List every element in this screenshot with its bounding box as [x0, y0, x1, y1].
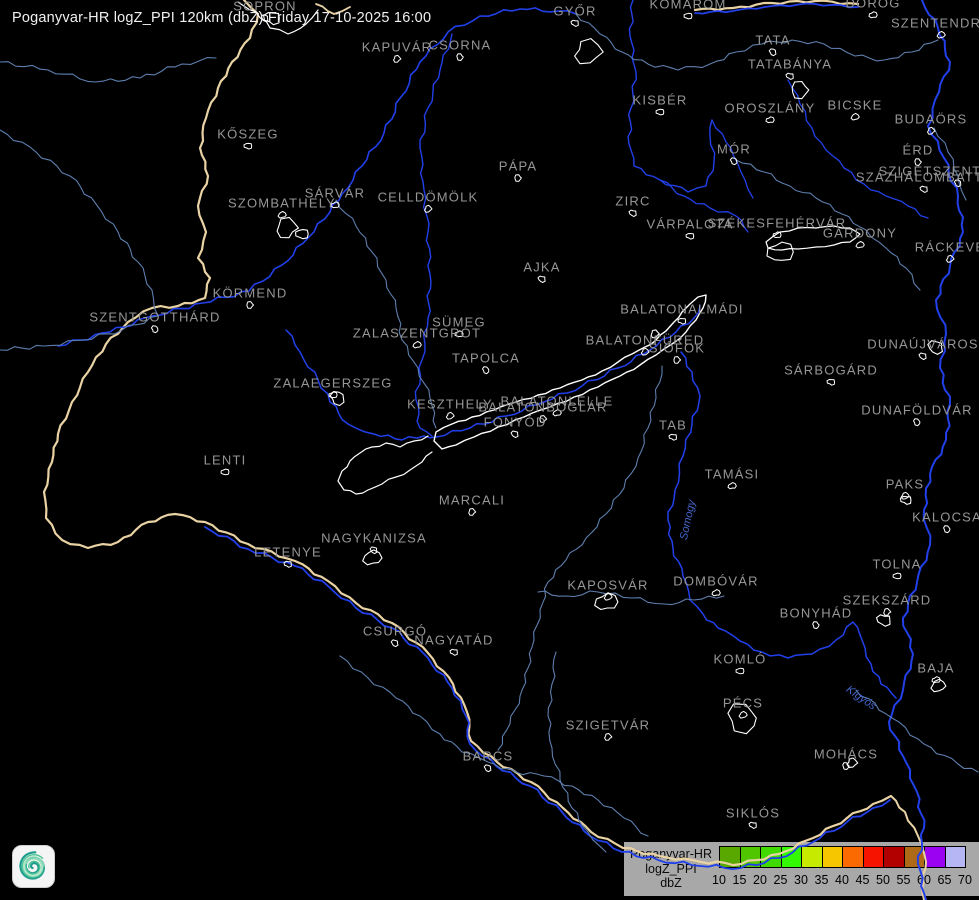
city-label: LENTI [203, 452, 247, 468]
city-label: OROSZLÁNY [724, 100, 816, 116]
city-label: TAPOLCA [451, 350, 521, 366]
city-label: SÜMEG [432, 314, 486, 330]
city-label: MÓR [717, 141, 751, 157]
city-label: DUNAÚJVÁROS [867, 336, 979, 352]
city-label: SZIGETVÁR [565, 717, 651, 733]
city-label: SZÁZHALOMBATTA [855, 169, 979, 185]
color-scale-value: 35 [814, 873, 829, 887]
city-label: KOMÁROM [649, 0, 727, 12]
app-logo[interactable] [12, 845, 55, 888]
city-label: FONYÓD [483, 414, 547, 430]
color-scale-value: 25 [773, 873, 788, 887]
color-scale-value: 45 [855, 873, 870, 887]
city-label: KAPUVÁR [361, 39, 433, 55]
legend-radar-name: Poganyvar-HR [630, 847, 712, 861]
color-scale-cell [739, 846, 761, 868]
city-label: BICSKE [827, 97, 883, 113]
city-label: KISBÉR [632, 92, 688, 108]
color-scale-cell [719, 846, 741, 868]
color-scale-cell [924, 846, 946, 868]
city-label: KESZTHELY [407, 396, 493, 412]
city-label: SIKLÓS [725, 805, 781, 821]
city-label: TAMÁSI [704, 466, 760, 482]
radar-product-title: Poganyvar-HR logZ_PPI 120km (dbZ) Friday… [12, 10, 432, 26]
city-label: GÁRDONY [822, 225, 898, 241]
color-scale-value: 30 [794, 873, 808, 887]
city-label: DOMBÓVÁR [673, 573, 759, 589]
city-label: DOROG [845, 0, 901, 11]
city-label: VÁRPALOTA [646, 216, 734, 232]
color-scale-value: 40 [835, 873, 849, 887]
city-label: PÁPA [498, 158, 538, 174]
city-label: PAKS [885, 476, 925, 492]
river-label: Kígyós [843, 683, 879, 713]
river-label: Somogy [677, 499, 699, 541]
city-label: SÁRBOGÁRD [784, 362, 878, 378]
city-label: BALATONFÜRED [585, 332, 705, 348]
color-scale-legend: Poganyvar-HR logZ_PPI dbZ 10 15 20 25 30 35 40… [622, 840, 979, 898]
city-label: SZENTENDRE [890, 15, 979, 31]
city-label: SZEKSZÁRD [842, 592, 932, 608]
city-label: GYŐR [553, 3, 597, 19]
city-label: PÉCS [722, 695, 764, 711]
city-label: AJKA [523, 259, 561, 275]
legend-unit: dbZ [660, 876, 682, 890]
city-label: BAJA [917, 660, 955, 676]
city-label: CSURGÓ [362, 623, 428, 639]
city-label: RÁCKEVE [914, 239, 979, 255]
color-scale-cell [903, 846, 925, 868]
city-label: TATA [755, 32, 791, 48]
city-label: BALATONBOGLÁR [478, 399, 608, 415]
city-label: MARCALI [438, 492, 506, 508]
city-label: NAGYKANIZSA [321, 530, 427, 546]
city-label: BARCS [462, 748, 514, 764]
city-label: TOLNA [872, 556, 922, 572]
city-label: SZENTGOTTHÁRD [89, 309, 221, 325]
city-label: KOMLÓ [713, 651, 767, 667]
color-scale-cell [944, 846, 966, 868]
city-label: BUDAÖRS [894, 111, 968, 127]
city-label: ZIRC [615, 193, 651, 209]
color-scale-cell [760, 846, 782, 868]
city-label: SZIGETSZENTMIKLÓS [878, 163, 979, 179]
color-scale-value: 20 [753, 873, 767, 887]
city-label: KÖRMEND [212, 285, 288, 301]
city-label: NAGYATÁD [414, 632, 494, 648]
color-scale-cell [780, 846, 802, 868]
city-label: KAPOSVÁR [567, 577, 649, 593]
city-label: ZALASZENTGRÓT [352, 325, 482, 341]
city-label: ÉRD [902, 142, 934, 158]
city-label: TATABÁNYA [747, 56, 833, 72]
color-scale-cell [842, 846, 864, 868]
city-label: BONYHÁD [779, 605, 853, 621]
city-label: SÁRVÁR [304, 185, 366, 201]
city-label: LETENYE [254, 544, 322, 560]
color-scale-value: 15 [732, 873, 747, 887]
color-scale-value: 10 [712, 873, 726, 887]
city-label: TAB [659, 417, 687, 433]
city-label: BALATONLELLE [500, 393, 614, 409]
city-label: DUNAFÖLDVÁR [861, 402, 973, 418]
city-label: KALOCSA [912, 509, 979, 525]
city-label: MOHÁCS [813, 746, 879, 762]
city-label: KŐSZEG [217, 126, 279, 142]
city-label: SZÉKESFEHÉRVÁR [707, 215, 847, 231]
city-label: SZOMBATHELY [227, 195, 337, 211]
color-scale-cell [862, 846, 884, 868]
city-label: CELLDÖMÖLK [377, 189, 479, 205]
city-label: BALATONALMÁDI [620, 301, 744, 317]
city-label: CSORNA [428, 37, 492, 53]
color-scale-cell [883, 846, 905, 868]
city-label: ZALAEGERSZEG [273, 375, 393, 391]
color-scale-cell [821, 846, 843, 868]
color-scale-value: 50 [876, 873, 890, 887]
city-label: SIÓFOK [648, 340, 706, 356]
color-scale-cell [801, 846, 823, 868]
color-scale-value: 70 [958, 873, 972, 887]
radar-spiral-icon [12, 845, 55, 888]
color-scale-values: 10 15 20 25 30 35 40 45 50 55 60 65 70 [624, 873, 979, 889]
